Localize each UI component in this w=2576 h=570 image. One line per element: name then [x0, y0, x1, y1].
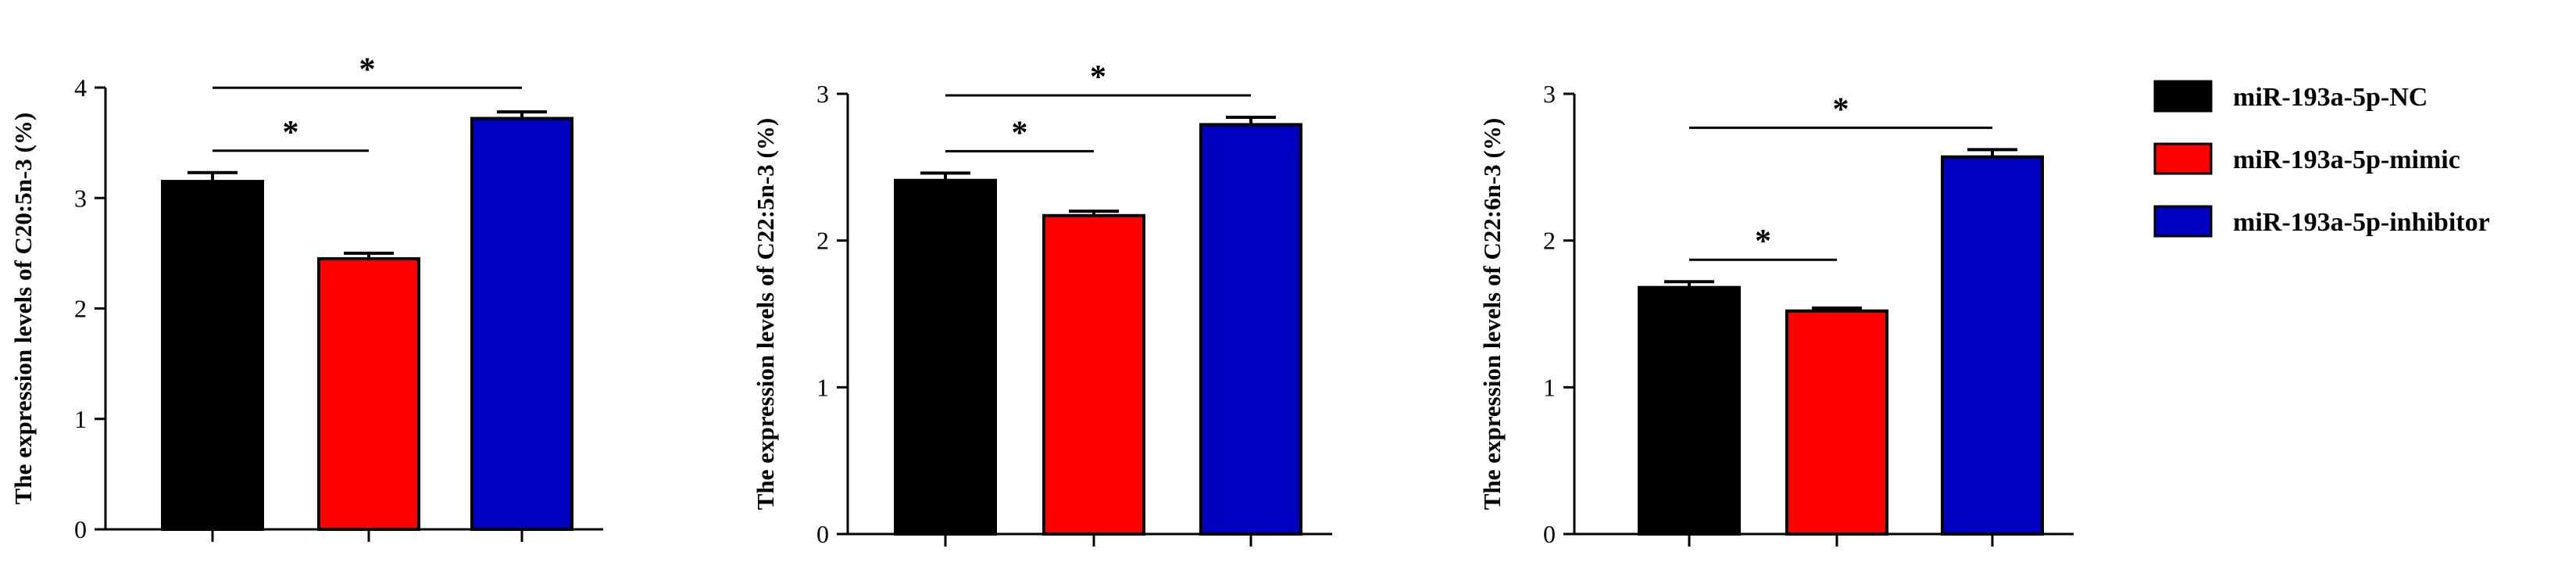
significance-label: * — [1755, 224, 1771, 260]
legend-swatch-2 — [2153, 142, 2213, 175]
y-axis-title: The expression levels of C20:5n-3 (%) — [9, 113, 37, 504]
y-tick-label: 3 — [1543, 80, 1556, 108]
significance-label: * — [359, 52, 376, 88]
legend: miR-193a-5p-NC miR-193a-5p-mimic miR-193a-… — [2153, 80, 2490, 238]
bar-2 — [1785, 309, 1888, 536]
chart-panels: 0 1 2 3 4 The expression levels of C20:5n-3 (… — [9, 52, 2074, 548]
legend-label-1: miR-193a-5p-NC — [2233, 83, 2428, 112]
legend-label-2: miR-193a-5p-mimic — [2233, 145, 2460, 174]
y-tick-label: 1 — [74, 405, 87, 433]
y-tick-label: 2 — [74, 295, 87, 323]
bar-1 — [1638, 285, 1741, 536]
chart-panel-3: 0 1 2 3 The expression levels of C22:6n-3 (%… — [1478, 80, 2074, 548]
bar-1 — [894, 178, 997, 536]
bar-2 — [317, 256, 420, 531]
y-tick-label: 2 — [816, 227, 829, 255]
significance-label: * — [1090, 59, 1106, 95]
y-tick-label: 0 — [1543, 520, 1556, 548]
y-tick-label: 1 — [816, 373, 829, 401]
significance-label: * — [1833, 91, 1849, 127]
y-tick-label: 2 — [1543, 227, 1556, 255]
y-tick-label: 4 — [74, 73, 87, 102]
chart-panel-2: 0 1 2 3 The expression levels of C22:5n-3 (%… — [752, 59, 1332, 548]
bar-1 — [161, 180, 264, 531]
legend-label-3: miR-193a-5p-inhibitor — [2233, 208, 2490, 237]
bar-3 — [1941, 155, 2044, 536]
bar-3 — [1199, 123, 1302, 536]
y-tick-label: 0 — [74, 515, 87, 543]
y-axis-title: The expression levels of C22:6n-3 (%) — [1478, 118, 1506, 510]
y-tick-label: 3 — [74, 184, 87, 212]
y-tick-label: 3 — [816, 80, 829, 108]
y-axis-title: The expression levels of C22:5n-3 (%) — [752, 118, 779, 510]
legend-swatch-3 — [2153, 205, 2213, 238]
significance-label: * — [283, 115, 299, 151]
bar-3 — [470, 117, 573, 532]
bar-2 — [1042, 213, 1145, 536]
y-tick-label: 0 — [816, 520, 829, 548]
significance-label: * — [1012, 115, 1028, 151]
chart-panel-1: 0 1 2 3 4 The expression levels of C20:5n-3 (… — [9, 52, 603, 543]
y-tick-label: 1 — [1543, 373, 1556, 401]
legend-swatch-1 — [2153, 80, 2213, 113]
